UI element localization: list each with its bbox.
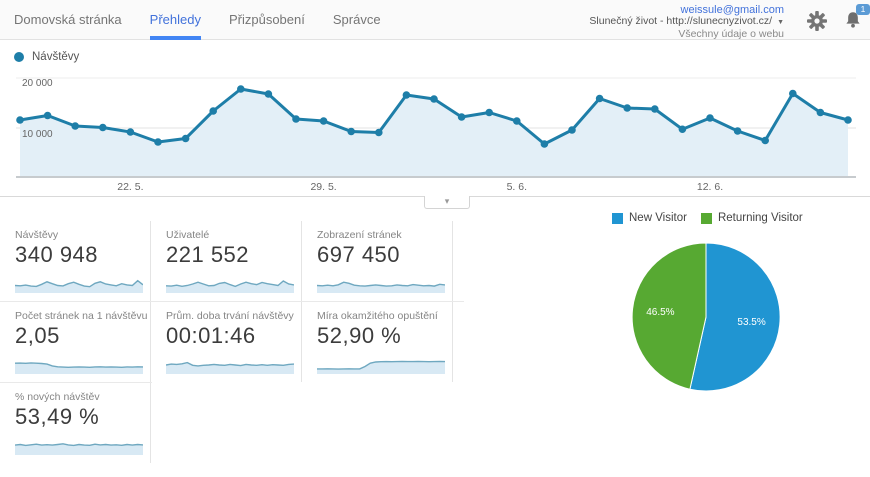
metric-card-avg-duration[interactable]: Prům. doba trvání návštěvy 00:01:46	[151, 302, 302, 382]
metrics-panel: Návštěvy 340 948 Uživatelé 221 552 Zobra…	[0, 221, 464, 463]
metric-value: 53,49 %	[15, 404, 100, 429]
x-tick-label: 29. 5.	[310, 181, 337, 193]
metric-label: Míra okamžitého opuštění	[317, 310, 438, 322]
bell-icon	[846, 12, 860, 28]
metric-value: 340 948	[15, 242, 99, 267]
account-info: weissule@gmail.com Slunečný život - http…	[589, 4, 784, 40]
pie-legend: New Visitor Returning Visitor	[612, 212, 817, 224]
account-email: weissule@gmail.com	[680, 4, 784, 16]
metric-card-pageviews[interactable]: Zobrazení stránek 697 450	[302, 221, 453, 301]
sparkline-chart	[15, 443, 143, 455]
metric-label: Návštěvy	[15, 229, 59, 241]
metric-value: 221 552	[166, 242, 250, 267]
x-tick-label: 22. 5.	[117, 181, 144, 193]
visitor-type-pie-chart: 53.5% 46.5%	[631, 242, 781, 392]
metric-label: Počet stránek na 1 návštěvu	[15, 310, 148, 322]
property-selector[interactable]: Slunečný život - http://slunecnyzivot.cz…	[589, 16, 784, 28]
gear-icon	[807, 11, 827, 31]
metric-card-users[interactable]: Uživatelé 221 552	[151, 221, 302, 301]
chart-collapse-handle[interactable]: ▾	[424, 196, 470, 209]
nav-item-admin[interactable]: Správce	[332, 12, 381, 27]
metric-label: Zobrazení stránek	[317, 229, 402, 241]
legend-item-returning-visitor: Returning Visitor	[700, 212, 803, 224]
series-label: Návštěvy	[32, 51, 80, 63]
metrics-row-3: % nových návštěv 53,49 %	[0, 382, 152, 463]
nav-item-home[interactable]: Domovská stránka	[14, 12, 122, 27]
visits-timeline-panel: Návštěvy 20 000 10 000 22. 5. 29. 5. 5. 6.…	[0, 40, 870, 209]
nav-item-reporting[interactable]: Přehledy	[149, 0, 202, 40]
metric-label: Uživatelé	[166, 229, 210, 241]
metric-value: 00:01:46	[166, 323, 256, 348]
chevron-down-icon: ▼	[777, 19, 784, 26]
notification-badge: 1	[856, 4, 870, 15]
x-axis-ticks: 22. 5. 29. 5. 5. 6. 12. 6.	[0, 181, 870, 195]
metric-value: 52,90 %	[317, 323, 402, 348]
legend-item-new-visitor: New Visitor	[612, 212, 687, 224]
legend-label: New Visitor	[629, 212, 687, 224]
view-name: Všechny údaje o webu	[678, 28, 784, 40]
chevron-down-icon: ▾	[444, 196, 450, 206]
metric-label: % nových návštěv	[15, 391, 100, 403]
x-tick-label: 12. 6.	[696, 181, 724, 193]
metrics-row-2: Počet stránek na 1 návštěvu 2,05 Prům. d…	[0, 301, 464, 382]
sparkline-chart	[317, 360, 445, 374]
settings-button[interactable]	[806, 10, 828, 32]
sparkline-chart	[15, 279, 143, 293]
nav-item-customization[interactable]: Přizpůsobení	[228, 12, 305, 27]
main-nav: Domovská stránka Přehledy Přizpůsobení S…	[14, 0, 409, 40]
pie-slice-label: 46.5%	[646, 307, 674, 318]
metrics-row-1: Návštěvy 340 948 Uživatelé 221 552 Zobra…	[0, 221, 464, 301]
sparkline-chart	[166, 280, 294, 293]
legend-swatch-icon	[612, 212, 623, 224]
sparkline-chart	[166, 361, 294, 374]
pie-slice	[689, 242, 781, 392]
metric-selector[interactable]: Návštěvy	[14, 51, 79, 63]
metric-value: 2,05	[15, 323, 60, 348]
property-label: Slunečný život - http://slunecnyzivot.cz…	[589, 15, 773, 27]
pie-slice	[631, 242, 707, 390]
metric-card-new-visits[interactable]: % nových návštěv 53,49 %	[0, 383, 151, 463]
legend-label: Returning Visitor	[717, 212, 803, 224]
metric-card-bounce-rate[interactable]: Míra okamžitého opuštění 52,90 %	[302, 302, 453, 382]
pie-slice-label: 53.5%	[737, 317, 765, 328]
metric-card-visits[interactable]: Návštěvy 340 948	[0, 221, 151, 301]
metric-label: Prům. doba trvání návštěvy	[166, 310, 294, 322]
sparkline-chart	[317, 281, 445, 293]
legend-swatch-icon	[700, 212, 712, 224]
visits-line-chart	[16, 77, 856, 178]
sparkline-chart	[15, 362, 143, 374]
metric-card-pages-per-visit[interactable]: Počet stránek na 1 návštěvu 2,05	[0, 302, 151, 382]
y-axis-label-20000: 20 000	[22, 78, 53, 89]
metric-value: 697 450	[317, 242, 401, 267]
notifications-button[interactable]	[842, 10, 864, 32]
y-axis-label-10000: 10 000	[22, 129, 53, 140]
x-tick-label: 5. 6.	[506, 181, 528, 193]
top-nav-bar: Domovská stránka Přehledy Přizpůsobení S…	[0, 0, 870, 40]
series-dot-icon	[14, 52, 24, 62]
